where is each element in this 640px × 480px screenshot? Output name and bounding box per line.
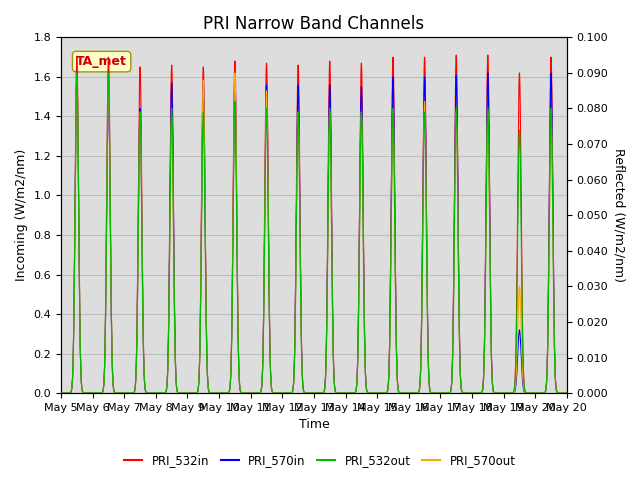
Y-axis label: Reflected (W/m2/nm): Reflected (W/m2/nm) [612,148,625,282]
Y-axis label: Incoming (W/m2/nm): Incoming (W/m2/nm) [15,149,28,281]
Text: TA_met: TA_met [76,55,127,68]
Title: PRI Narrow Band Channels: PRI Narrow Band Channels [204,15,424,33]
X-axis label: Time: Time [299,419,330,432]
Legend: PRI_532in, PRI_570in, PRI_532out, PRI_570out: PRI_532in, PRI_570in, PRI_532out, PRI_57… [120,449,520,472]
